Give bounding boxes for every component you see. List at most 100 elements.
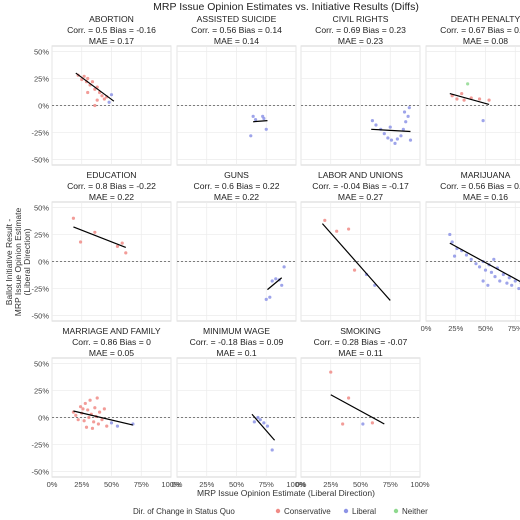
data-point-liberal [483,268,488,272]
data-point-liberal [404,120,408,124]
data-point-conservative [105,424,109,428]
panel-stats: Corr. = 0.28 Bias = -0.07 [314,337,408,347]
y-tick-label: -25% [31,441,49,450]
data-point-conservative [341,422,345,426]
y-axis-label-line: Ballot Initiative Result - [4,219,14,306]
data-point-liberal [262,116,266,121]
x-tick-label: 50% [229,480,244,489]
data-point-liberal [477,265,482,269]
data-point-liberal [274,277,278,281]
data-point-conservative [95,98,99,102]
data-point-conservative [100,94,104,98]
data-point-conservative [92,420,96,424]
x-tick-label: 100% [286,480,306,489]
data-point-conservative [347,396,351,400]
panel-stats: Corr. = 0.6 Bias = 0.22 [194,181,280,191]
data-point-conservative [462,98,466,102]
data-point-conservative [352,268,357,272]
legend-swatch [275,508,281,514]
data-point-conservative [78,240,83,244]
data-point-conservative [90,426,95,430]
y-axis-label: Ballot Initiative Result -MRP Issue Opin… [4,207,32,316]
data-point-liberal [401,127,405,131]
data-point-conservative [323,218,327,222]
data-point-conservative [93,87,97,91]
panel-mae: MAE = 0.08 [463,36,508,46]
data-point-conservative [86,90,90,95]
panel-stats: Corr. = -0.04 Bias = -0.17 [312,181,409,191]
data-point-liberal [262,421,266,425]
data-point-liberal [361,422,365,426]
data-point-conservative [102,97,106,101]
x-tick-label: 75% [134,480,149,489]
y-tick-label: -25% [31,285,49,294]
data-point-conservative [86,76,90,81]
y-tick-label: 25% [34,386,49,395]
data-point-liberal [513,279,517,283]
data-point-liberal [249,134,253,138]
data-point-conservative [95,396,99,400]
panel-title: LABOR AND UNIONS [318,170,403,180]
panel-title: EDUCATION [87,170,137,180]
panel-title: SMOKING [340,326,381,336]
y-tick-label: 50% [34,47,49,56]
fit-line [321,223,391,301]
data-point-liberal [370,119,374,123]
data-point-conservative [82,419,86,423]
data-point-liberal [251,114,255,118]
data-point-liberal [448,232,452,237]
panel-mae: MAE = 0.17 [89,36,134,46]
x-tick-label: 0% [296,480,307,489]
data-point-conservative [74,413,78,417]
data-point-liberal [280,283,284,287]
data-point-conservative [88,398,92,402]
panel-title: MARRIAGE AND FAMILY [62,326,160,336]
data-point-conservative [120,241,124,245]
legend-label: Neither [402,507,428,516]
x-tick-label: 25% [199,480,214,489]
panel-title: DEATH PENALTY [451,14,520,24]
fit-line [449,93,490,105]
data-point-liberal [481,119,485,123]
data-point-liberal [408,138,413,142]
data-point-liberal [265,424,270,428]
data-point-liberal [393,141,397,145]
legend-title: Dir. of Change in Status Quo [133,507,235,516]
data-point-liberal [493,275,497,279]
data-point-neither [466,82,470,86]
data-point-conservative [102,407,106,411]
data-point-liberal [374,123,378,127]
x-tick-label: 75% [259,480,274,489]
x-tick-label: 100% [161,480,181,489]
y-tick-label: -50% [31,468,49,477]
data-point-conservative [96,422,101,426]
data-point-liberal [109,93,114,97]
y-tick-label: 0% [38,102,49,111]
data-point-conservative [98,410,102,414]
panel-stats: Corr. = 0.8 Bias = -0.22 [67,181,156,191]
data-point-conservative [370,421,374,425]
data-point-conservative [335,229,339,233]
y-tick-label: 50% [34,203,49,212]
panel-stats: Corr. = 0.56 Bias = 0.16 [440,181,520,191]
panel-stats: Corr. = 0.69 Bias = 0.23 [315,25,406,35]
panel-mae: MAE = 0.05 [89,348,134,358]
data-point-liberal [399,134,403,138]
data-point-liberal [258,418,262,422]
panel-title: CIVIL RIGHTS [332,14,388,24]
data-point-conservative [71,216,76,220]
data-point-liberal [252,420,256,424]
panel-mae: MAE = 0.22 [214,192,259,202]
data-point-liberal [450,240,454,244]
data-point-conservative [84,425,89,429]
data-point-liberal [386,136,390,140]
data-point-liberal [389,138,394,142]
data-point-liberal [109,421,114,425]
data-point-liberal [474,262,478,266]
x-tick-label: 75% [508,324,520,333]
panel-stats: Corr. = 0.67 Bias = 0.05 [440,25,520,35]
data-point-liberal [406,114,410,118]
